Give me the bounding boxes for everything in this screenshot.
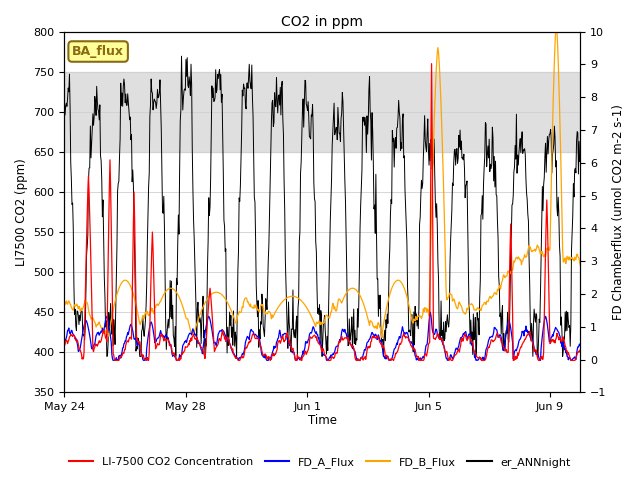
FD_A_Flux — [426, 310, 434, 315]
LI-7500 CO2 Concentration — [120, 350, 128, 356]
FD_A_Flux — [61, 339, 68, 345]
FD_B_Flux — [456, 299, 463, 305]
LI-7500 CO2 Concentration — [577, 347, 584, 352]
Line: FD_A_Flux: FD_A_Flux — [65, 312, 580, 360]
LI-7500 CO2 Concentration — [428, 61, 435, 67]
FD_B_Flux — [552, 21, 560, 26]
Line: er_ANNnight: er_ANNnight — [65, 56, 580, 356]
er_ANNnight — [329, 128, 337, 134]
er_ANNnight — [166, 313, 173, 319]
FD_A_Flux — [120, 341, 128, 347]
FD_A_Flux — [131, 336, 138, 342]
er_ANNnight — [103, 353, 111, 359]
FD_A_Flux — [372, 332, 380, 337]
LI-7500 CO2 Concentration — [456, 345, 464, 350]
Title: CO2 in ppm: CO2 in ppm — [282, 15, 364, 29]
LI-7500 CO2 Concentration — [372, 336, 380, 341]
Bar — [65, 72, 580, 152]
FD_B_Flux — [120, 278, 127, 284]
er_ANNnight — [577, 155, 584, 160]
LI-7500 CO2 Concentration — [61, 343, 68, 348]
FD_A_Flux — [166, 339, 173, 345]
LI-7500 CO2 Concentration — [166, 343, 173, 348]
LI-7500 CO2 Concentration — [131, 219, 138, 225]
FD_B_Flux — [61, 297, 68, 303]
LI-7500 CO2 Concentration — [111, 358, 119, 363]
FD_B_Flux — [378, 335, 386, 340]
er_ANNnight — [131, 252, 138, 258]
Line: LI-7500 CO2 Concentration: LI-7500 CO2 Concentration — [65, 64, 580, 360]
Legend: LI-7500 CO2 Concentration, FD_A_Flux, FD_B_Flux, er_ANNnight: LI-7500 CO2 Concentration, FD_A_Flux, FD… — [65, 452, 575, 472]
Y-axis label: FD Chamberflux (umol CO2 m-2 s-1): FD Chamberflux (umol CO2 m-2 s-1) — [612, 104, 625, 320]
er_ANNnight — [178, 53, 186, 59]
X-axis label: Time: Time — [308, 414, 337, 427]
er_ANNnight — [120, 76, 128, 82]
Line: FD_B_Flux: FD_B_Flux — [65, 24, 580, 337]
FD_A_Flux — [577, 343, 584, 349]
FD_B_Flux — [371, 324, 379, 330]
FD_A_Flux — [328, 352, 336, 358]
FD_A_Flux — [456, 337, 464, 343]
FD_B_Flux — [328, 309, 335, 315]
er_ANNnight — [372, 231, 380, 237]
er_ANNnight — [456, 127, 464, 133]
LI-7500 CO2 Concentration — [328, 354, 336, 360]
FD_B_Flux — [165, 286, 173, 291]
Text: BA_flux: BA_flux — [72, 45, 124, 58]
Y-axis label: LI7500 CO2 (ppm): LI7500 CO2 (ppm) — [15, 158, 28, 266]
FD_A_Flux — [109, 358, 117, 363]
er_ANNnight — [61, 98, 68, 104]
FD_B_Flux — [130, 294, 138, 300]
FD_B_Flux — [577, 263, 584, 268]
